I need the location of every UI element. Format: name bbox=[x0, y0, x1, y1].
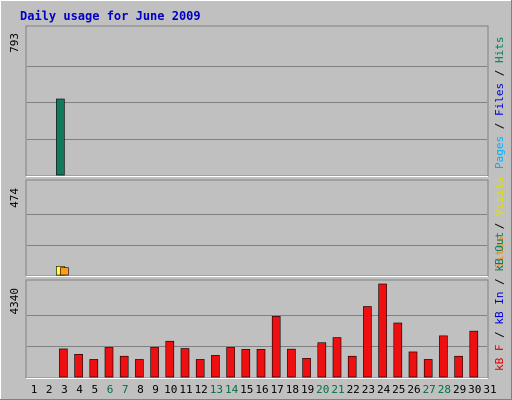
legend-entry: / bbox=[493, 63, 506, 83]
day-label: 12 bbox=[195, 383, 208, 396]
legend-entry: kB Out bbox=[493, 232, 506, 272]
legend-entry: / bbox=[493, 325, 506, 345]
day-label: 6 bbox=[107, 383, 114, 396]
bar-kb-f bbox=[226, 347, 235, 378]
panel-hits-ymax-label: 793 bbox=[8, 33, 21, 53]
day-label: 10 bbox=[164, 383, 177, 396]
day-label: 17 bbox=[271, 383, 284, 396]
day-label: 30 bbox=[468, 383, 481, 396]
bar-kb-f bbox=[378, 283, 387, 378]
panel-visits-background bbox=[25, 179, 489, 277]
legend-entry: Sites bbox=[493, 236, 506, 269]
legend-entry: / bbox=[493, 116, 506, 136]
legend-entry: kB F bbox=[493, 345, 506, 372]
bar-kb-f bbox=[165, 340, 175, 378]
legend-entry: Files bbox=[493, 83, 506, 116]
legend-entry: Pages bbox=[493, 136, 506, 169]
bar-kb-f bbox=[211, 355, 220, 378]
legend-entry: kB In bbox=[493, 292, 506, 325]
bar-kb-f bbox=[180, 348, 190, 378]
bar-kb-f bbox=[287, 348, 296, 378]
bar-kb-f bbox=[104, 347, 114, 378]
panel-kbytes-legend: kB F / kB In / kB Out bbox=[493, 232, 506, 371]
day-label: 13 bbox=[210, 383, 223, 396]
day-label: 15 bbox=[240, 383, 253, 396]
day-label: 27 bbox=[423, 383, 436, 396]
panel-kbytes: 4340 kB F / kB In / kB Out bbox=[8, 232, 506, 379]
legend-entry: / bbox=[493, 272, 506, 292]
day-label: 4 bbox=[76, 383, 83, 396]
bar-hits bbox=[56, 98, 65, 176]
panel-kbytes-bars bbox=[59, 283, 479, 378]
day-label: 16 bbox=[255, 383, 268, 396]
day-label: 21 bbox=[331, 383, 344, 396]
panel-visits-bars bbox=[56, 266, 69, 276]
bar-kb-f bbox=[150, 347, 159, 378]
bar-kb-f bbox=[74, 353, 83, 378]
panel-visits-ymax-label: 474 bbox=[8, 188, 21, 208]
day-label: 22 bbox=[347, 383, 360, 396]
day-label: 2 bbox=[46, 383, 53, 396]
day-label: 18 bbox=[286, 383, 299, 396]
day-label: 29 bbox=[453, 383, 466, 396]
bar-kb-f bbox=[195, 359, 205, 378]
day-label: 28 bbox=[438, 383, 451, 396]
day-label: 9 bbox=[152, 383, 159, 396]
day-label: 25 bbox=[392, 383, 405, 396]
bar-kb-f bbox=[393, 322, 403, 378]
bar-kb-f bbox=[347, 355, 357, 378]
legend-entry: Visits bbox=[493, 176, 506, 216]
day-labels: 1 2 3 4 5 6 7 8 9 10 11 12 13 14 15 16 17 18 19 20 21 22 23 24 2… bbox=[31, 383, 497, 396]
bar-kb-f bbox=[332, 337, 342, 378]
bar-kb-f bbox=[454, 355, 463, 378]
bar-kb-f bbox=[59, 348, 68, 378]
day-label: 1 bbox=[31, 383, 38, 396]
bar-kb-f bbox=[317, 342, 327, 378]
bar-kb-f bbox=[469, 330, 479, 378]
panel-hits-bars bbox=[56, 98, 65, 176]
chart-title: Daily usage for June 2009 bbox=[20, 9, 201, 23]
bar-kb-f bbox=[241, 349, 251, 378]
bar-kb-f bbox=[135, 359, 144, 378]
legend-entry: Hits bbox=[493, 37, 506, 64]
bar-kb-f bbox=[89, 359, 99, 378]
day-label: 31 bbox=[483, 383, 496, 396]
day-label: 3 bbox=[61, 383, 68, 396]
legend-entry: / bbox=[493, 216, 506, 236]
bar-kb-f bbox=[302, 358, 311, 378]
panels: 793 Pages / Files / Hits 474 Sites / Visits… bbox=[8, 25, 506, 379]
panel-hits: 793 Pages / Files / Hits bbox=[8, 25, 506, 177]
day-label: 8 bbox=[137, 383, 144, 396]
panel-hits-legend: Pages / Files / Hits bbox=[493, 37, 506, 170]
bar-sites bbox=[60, 267, 69, 276]
panel-hits-background bbox=[25, 25, 489, 177]
bar-kb-f bbox=[408, 351, 418, 378]
day-label: 14 bbox=[225, 383, 239, 396]
bar-kb-f bbox=[363, 306, 372, 378]
day-label: 5 bbox=[91, 383, 98, 396]
day-label: 24 bbox=[377, 383, 391, 396]
bar-kb-f bbox=[423, 359, 433, 378]
day-label: 23 bbox=[362, 383, 375, 396]
panel-visits: 474 Sites / Visits bbox=[8, 176, 506, 277]
bar-kb-f bbox=[119, 355, 129, 378]
bar-kb-f bbox=[271, 316, 281, 378]
day-label: 19 bbox=[301, 383, 314, 396]
day-label: 11 bbox=[179, 383, 192, 396]
bar-kb-f bbox=[439, 335, 448, 378]
day-label: 20 bbox=[316, 383, 329, 396]
bar-kb-f bbox=[256, 349, 266, 378]
panel-kbytes-ymax-label: 4340 bbox=[8, 288, 21, 315]
day-label: 7 bbox=[122, 383, 129, 396]
panel-visits-legend: Sites / Visits bbox=[493, 176, 506, 269]
day-label: 26 bbox=[407, 383, 420, 396]
